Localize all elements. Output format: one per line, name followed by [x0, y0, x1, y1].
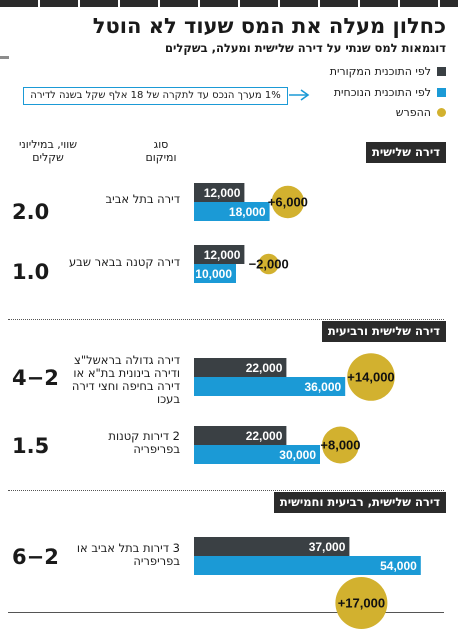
- bar-current-1: [194, 202, 270, 221]
- diff-circle-3: [347, 353, 395, 401]
- callout-box: 1% מערך הנכס עד לתקרה של 18 אלף שקל בשנה…: [23, 87, 288, 105]
- row-label-2: דירה קטנה בבאר שבע: [68, 255, 180, 269]
- legend-item-difference: ההפרש: [396, 106, 446, 119]
- bar-label-original-5: 37,000: [309, 540, 346, 554]
- bar-label-original-3: 22,000: [246, 361, 283, 375]
- bar-current-3: [194, 377, 346, 396]
- row-label-1: דירה בתל אביב: [105, 192, 180, 206]
- legend-item-original: לפי התוכנית המקורית: [330, 65, 446, 78]
- section-divider-1: [8, 319, 444, 320]
- legend-label-current: לפי התוכנית הנוכחית: [333, 86, 431, 99]
- worth-value-2: 1.0: [12, 260, 50, 284]
- worth-value-3: 4−2: [12, 366, 59, 390]
- diff-label-2: −2,000: [249, 257, 289, 272]
- top-strip: [0, 0, 458, 7]
- bar-current-2: [194, 264, 236, 283]
- chart-subtitle: דוגמאות למס שנתי על דירה שלישית ומעלה, ב…: [165, 41, 446, 55]
- row-label-5: 3 דירות בתל אביב או בפריפריה: [76, 541, 180, 568]
- bar-original-2: [194, 245, 245, 264]
- diff-circle-2: [258, 253, 279, 275]
- bar-label-original-2: 12,000: [204, 248, 241, 262]
- worth-value-1: 2.0: [12, 200, 50, 224]
- header-type: סוג ומיקום: [145, 138, 177, 164]
- bar-original-1: [194, 183, 245, 202]
- legend-swatch-difference: [437, 108, 446, 117]
- diff-circle-1: [271, 185, 305, 219]
- legend-item-current: לפי התוכנית הנוכחית: [334, 86, 446, 99]
- legend-label-difference: ההפרש: [395, 106, 431, 119]
- section-title-2: דירה שלישית ורביעית: [321, 321, 446, 342]
- diff-label-1: +6,000: [268, 195, 308, 210]
- bar-label-current-1: 18,000: [229, 205, 266, 219]
- bar-label-current-5: 54,000: [380, 559, 417, 573]
- bar-label-original-1: 12,000: [204, 186, 241, 200]
- worth-value-5: 6−2: [12, 545, 59, 569]
- row-label-4: 2 דירות קטנות בפריפריה: [108, 429, 180, 456]
- bar-label-original-4: 22,000: [246, 429, 283, 443]
- diff-label-5: +17,000: [338, 596, 385, 611]
- chart-title: כחלון מעלה את המס שעוד לא הוטל: [92, 14, 446, 38]
- section-title-3: דירה שלישית, רביעית וחמישית: [273, 492, 446, 513]
- legend-swatch-current: [437, 88, 446, 97]
- bar-current-4: [194, 445, 320, 464]
- header-worth: שווי, במיליוני שקלים: [18, 138, 78, 164]
- bottom-rule: [8, 612, 444, 613]
- row-label-3: דירה גדולה בראשל"צ ודירה בינונית בת"א או…: [71, 353, 180, 406]
- bar-current-5: [194, 556, 421, 575]
- margin-tick: [0, 56, 9, 59]
- callout-arrow-head: [300, 89, 310, 101]
- diff-circle-5: [335, 577, 388, 629]
- diff-circle-4: [322, 426, 359, 464]
- section-divider-2: [8, 490, 444, 491]
- bar-label-current-2: 10,000: [195, 267, 232, 281]
- diff-label-3: +14,000: [347, 370, 394, 385]
- worth-value-4: 1.5: [12, 434, 50, 458]
- legend-label-original: לפי התוכנית המקורית: [329, 65, 431, 78]
- section-title-1: דירה שלישית: [365, 142, 446, 163]
- bar-original-3: [194, 358, 287, 377]
- bar-original-4: [194, 426, 287, 445]
- bar-label-current-4: 30,000: [279, 448, 316, 462]
- legend-swatch-original: [437, 67, 446, 76]
- bar-label-current-3: 36,000: [304, 380, 341, 394]
- bar-original-5: [194, 537, 350, 556]
- diff-label-4: +8,000: [320, 438, 360, 453]
